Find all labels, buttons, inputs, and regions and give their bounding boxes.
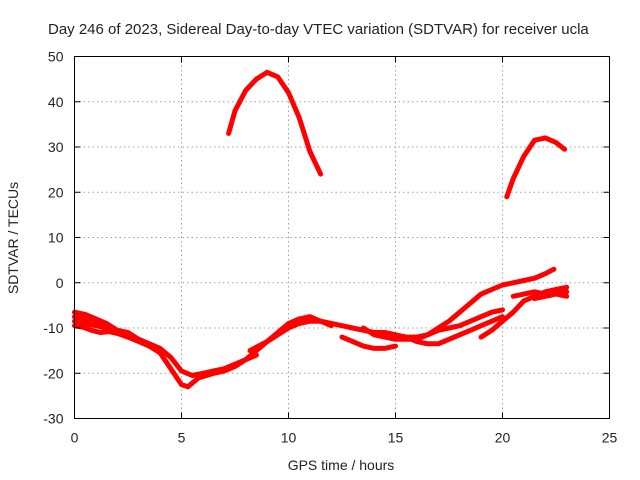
sat-track-2: [72, 318, 259, 378]
x-tick-label: 25: [602, 430, 618, 446]
y-tick-label: 50: [48, 49, 64, 65]
y-tick-label: 30: [48, 139, 64, 155]
sat-track-5: [226, 69, 324, 177]
y-tick-label: -10: [43, 320, 63, 336]
x-tick-label: 0: [71, 430, 79, 446]
sat-track-8: [339, 334, 398, 351]
y-tick-label: 40: [48, 94, 64, 110]
y-tick-label: 0: [56, 275, 64, 291]
sat-track-13: [532, 291, 570, 302]
grid: [74, 56, 610, 419]
y-axis-label: SDTVAR / TECUs: [5, 182, 21, 294]
plot-frame: [74, 56, 610, 419]
sat-track-3: [72, 323, 142, 342]
chart-title: Day 246 of 2023, Sidereal Day-to-day VTE…: [48, 21, 589, 38]
sat-track-4: [72, 314, 163, 354]
sat-track-7: [247, 266, 557, 354]
x-tick-label: 10: [281, 430, 297, 446]
x-tick-label: 15: [388, 430, 404, 446]
sat-track-9: [360, 307, 505, 342]
sat-track-10: [403, 314, 505, 347]
sat-track-6: [504, 135, 568, 200]
sat-track-12: [510, 289, 570, 299]
series-group: [72, 69, 570, 390]
y-tick-label: -30: [43, 411, 63, 427]
x-tick-label: 5: [178, 430, 186, 446]
x-axis-label: GPS time / hours: [288, 457, 395, 473]
y-tick-label: -20: [43, 365, 63, 381]
y-tick-label: 10: [48, 230, 64, 246]
x-tick-label: 20: [495, 430, 511, 446]
y-tick-label: 20: [48, 184, 64, 200]
axes: 0 5 10 15 20 25 -30 -20 -10 0 10 20 30 40 50: [43, 49, 617, 446]
